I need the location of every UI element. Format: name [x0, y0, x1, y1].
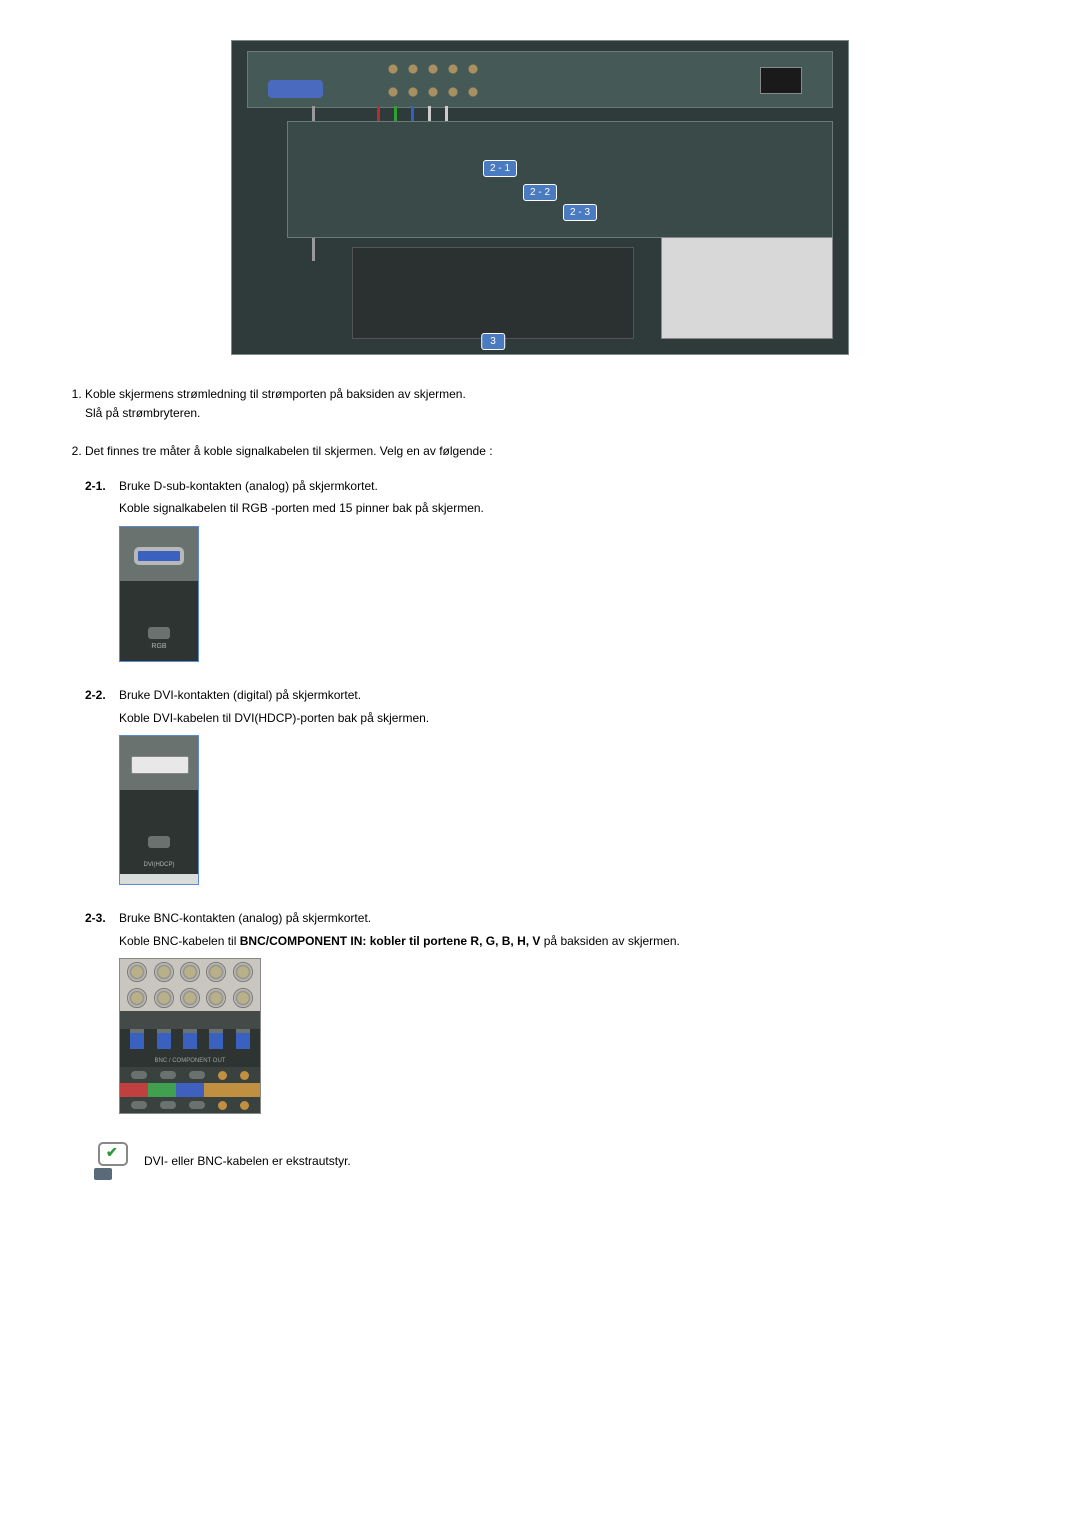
step-1: Koble skjermens strømledning til strømpo… [85, 385, 1020, 422]
hero-label-2-3: 2 - 3 [563, 204, 597, 221]
step-2-2-l1: Bruke DVI-kontakten (digital) på skjermk… [119, 686, 1020, 705]
step-2-3-l2: Koble BNC-kabelen til BNC/COMPONENT IN: … [119, 932, 1020, 951]
figure-bnc: BNC / COMPONENT OUT [119, 958, 261, 1114]
hero-mid-panel: 2 - 1 2 - 2 2 - 3 [287, 121, 833, 238]
step-2-intro: Det finnes tre måter å koble signalkabel… [85, 444, 493, 458]
step-2-3-l1: Bruke BNC-kontakten (analog) på skjermko… [119, 909, 1020, 928]
step-1-line2: Slå på strømbryteren. [85, 406, 200, 420]
hero-label-2-1: 2 - 1 [483, 160, 517, 177]
hero-side-panel [661, 237, 833, 339]
step-2-1: 2-1. Bruke D-sub-kontakten (analog) på s… [85, 477, 1020, 662]
step-2-1-num: 2-1. [85, 477, 119, 662]
step-1-line1: Koble skjermens strømledning til strømpo… [85, 387, 466, 401]
note-text: DVI- eller BNC-kabelen er ekstrautstyr. [144, 1154, 351, 1168]
hero-label-2-2: 2 - 2 [523, 184, 557, 201]
step-2-1-l1: Bruke D-sub-kontakten (analog) på skjerm… [119, 477, 1020, 496]
figure-vga [119, 526, 199, 662]
hero-bottom-device: 3 [352, 247, 634, 339]
note-row: DVI- eller BNC-kabelen er ekstrautstyr. [90, 1142, 1020, 1180]
figure-dvi [119, 735, 199, 885]
hero-label-3: 3 [481, 333, 505, 350]
step-2-2: 2-2. Bruke DVI-kontakten (digital) på sk… [85, 686, 1020, 885]
hero-diagram: 2 - 1 2 - 2 2 - 3 3 [231, 40, 849, 355]
step-2-3: 2-3. Bruke BNC-kontakten (analog) på skj… [85, 909, 1020, 1114]
checkmark-note-icon [90, 1142, 128, 1180]
step-2-2-num: 2-2. [85, 686, 119, 885]
step-2-2-l2: Koble DVI-kabelen til DVI(HDCP)-porten b… [119, 709, 1020, 728]
step-2: Det finnes tre måter å koble signalkabel… [85, 442, 1020, 1114]
step-2-3-num: 2-3. [85, 909, 119, 1114]
step-2-1-l2: Koble signalkabelen til RGB -porten med … [119, 499, 1020, 518]
hero-top-panel [247, 51, 833, 108]
